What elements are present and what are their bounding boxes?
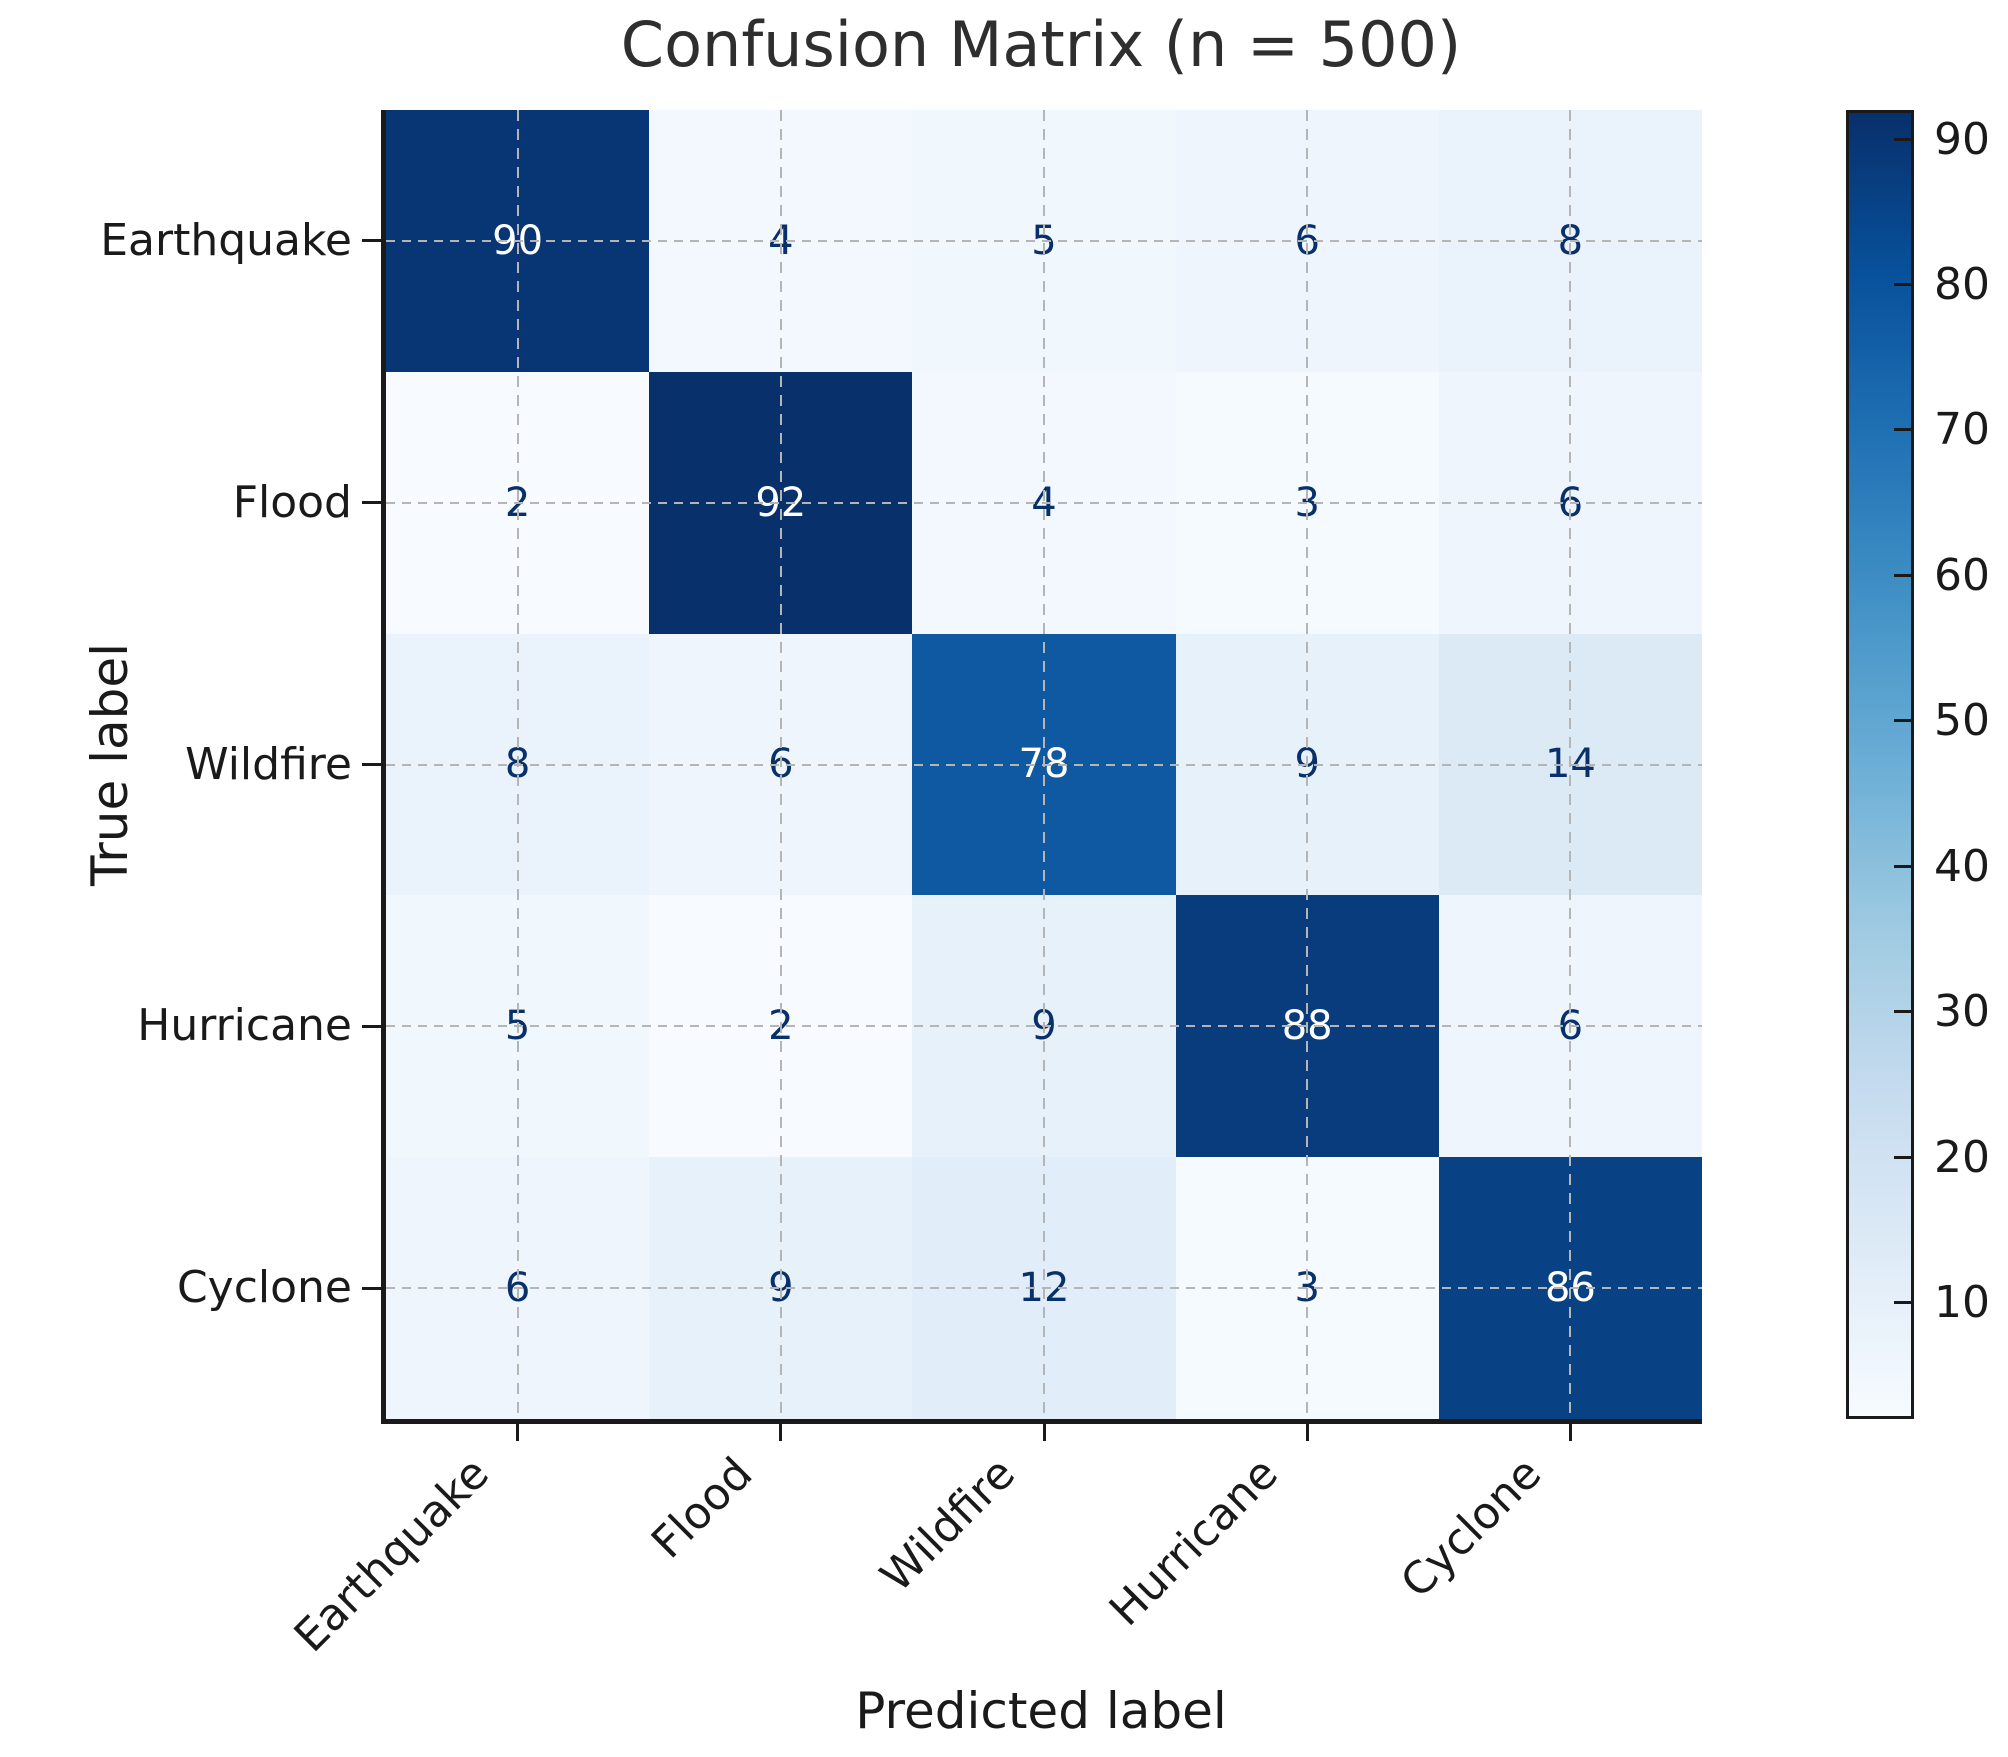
- cell-value: 86: [1544, 1265, 1596, 1312]
- y-axis-tick: [362, 1024, 381, 1028]
- colorbar-tick: [1894, 1301, 1912, 1305]
- colorbar-tick-label: 20: [1934, 1131, 1990, 1183]
- cell-value: 2: [504, 479, 531, 526]
- cell-value: 9: [1031, 1003, 1057, 1050]
- colorbar-tick-label: 50: [1934, 695, 1990, 747]
- cell-value: 78: [1018, 741, 1070, 788]
- heatmap-cell: 2: [386, 371, 650, 634]
- cell-value: 4: [768, 217, 794, 264]
- y-tick-label: Wildfire: [185, 738, 352, 790]
- heatmap-cell: 90: [386, 110, 650, 372]
- colorbar-tick-label: 70: [1934, 404, 1990, 456]
- colorbar-tick-label: 80: [1934, 259, 1990, 311]
- x-axis-tick: [1042, 1424, 1046, 1441]
- colorbar-tick: [1894, 137, 1912, 141]
- colorbar-tick: [1894, 573, 1912, 577]
- y-axis-spine: [381, 110, 386, 1424]
- cell-value: 12: [1018, 1265, 1070, 1312]
- heatmap-cell: 88: [1175, 895, 1439, 1158]
- cell-value: 4: [1031, 479, 1057, 526]
- heatmap-plot-area: 90 4 5 6 8 2 92 4 3 6 8 6 78 9 14 5 2 9 88 6 6 9 12 3 86: [386, 110, 1702, 1419]
- y-tick-label: Flood: [232, 476, 352, 528]
- y-tick-label: Hurricane: [137, 1000, 352, 1052]
- heatmap-cell: 6: [1438, 895, 1702, 1158]
- y-axis-tick: [362, 1286, 381, 1290]
- colorbar-tick: [1894, 283, 1912, 287]
- heatmap-cell: 78: [912, 633, 1176, 896]
- x-axis-tick: [779, 1424, 783, 1441]
- cell-value: 6: [768, 741, 794, 788]
- heatmap-cell: 14: [1438, 633, 1702, 896]
- y-tick-label: Cyclone: [176, 1262, 352, 1314]
- cell-value: 9: [768, 1265, 794, 1312]
- colorbar-tick-label: 90: [1934, 113, 1990, 165]
- cell-value: 8: [1557, 217, 1584, 264]
- cell-value: 2: [768, 1003, 794, 1050]
- heatmap-cell: 5: [912, 110, 1176, 372]
- colorbar-tick-label: 60: [1934, 549, 1990, 601]
- heatmap-cell: 6: [649, 633, 913, 896]
- cell-value: 14: [1544, 741, 1596, 788]
- cell-value: 3: [1294, 479, 1320, 526]
- colorbar-tick-label: 10: [1934, 1277, 1990, 1329]
- cell-value: 9: [1294, 741, 1320, 788]
- colorbar-tick-label: 30: [1934, 986, 1990, 1038]
- x-tick-label: Wildfire: [871, 1448, 1026, 1603]
- colorbar-tick: [1894, 1010, 1912, 1014]
- heatmap-cell: 6: [1438, 371, 1702, 634]
- x-axis-tick: [1305, 1424, 1309, 1441]
- x-tick-label: Cyclone: [1391, 1448, 1552, 1608]
- cell-value: 6: [1294, 217, 1320, 264]
- heatmap-cell: 92: [649, 371, 913, 634]
- cell-value: 90: [492, 217, 544, 264]
- cell-value: 92: [755, 479, 807, 526]
- heatmap-cell: 2: [649, 895, 913, 1158]
- heatmap-cell: 5: [386, 895, 650, 1158]
- heatmap-cell: 6: [1175, 110, 1439, 372]
- cell-value: 6: [1557, 479, 1584, 526]
- x-axis-tick: [516, 1424, 520, 1441]
- colorbar-tick: [1894, 719, 1912, 723]
- heatmap-cell: 9: [649, 1157, 913, 1419]
- heatmap-cell: 12: [912, 1157, 1176, 1419]
- y-axis-tick: [362, 501, 381, 505]
- colorbar-tick: [1894, 864, 1912, 868]
- cell-value: 5: [504, 1003, 531, 1050]
- cell-value: 3: [1294, 1265, 1320, 1312]
- colorbar-tick: [1894, 428, 1912, 432]
- cell-value: 6: [1557, 1003, 1584, 1050]
- heatmap-cell: 9: [912, 895, 1176, 1158]
- heatmap-cell: 8: [386, 633, 650, 896]
- x-axis-tick: [1568, 1424, 1572, 1441]
- x-tick-label: Earthquake: [284, 1448, 499, 1663]
- cell-value: 5: [1031, 217, 1057, 264]
- heatmap-cell: 86: [1438, 1157, 1702, 1419]
- y-axis-tick: [362, 763, 381, 766]
- colorbar-tick: [1894, 1155, 1912, 1159]
- colorbar-tick-label: 40: [1934, 840, 1990, 892]
- x-tick-label: Flood: [641, 1448, 762, 1569]
- heatmap-cell: 3: [1175, 1157, 1439, 1419]
- y-tick-label: Earthquake: [100, 214, 352, 266]
- heatmap-cell: 3: [1175, 371, 1439, 634]
- cell-value: 88: [1281, 1003, 1333, 1050]
- x-tick-label: Hurricane: [1100, 1448, 1289, 1636]
- heatmap-cell: 9: [1175, 633, 1439, 896]
- heatmap-cell: 4: [912, 371, 1176, 634]
- heatmap-cell: 8: [1438, 110, 1702, 372]
- colorbar: [1846, 110, 1914, 1419]
- x-axis-spine: [381, 1419, 1702, 1424]
- chart-title: Confusion Matrix (n = 500): [620, 8, 1462, 81]
- heatmap-cell: 4: [649, 110, 913, 372]
- cell-value: 6: [504, 1265, 531, 1312]
- cell-value: 8: [504, 741, 531, 788]
- x-axis-title: Predicted label: [855, 1682, 1227, 1740]
- y-axis-tick: [362, 239, 381, 243]
- heatmap-cell: 6: [386, 1157, 650, 1419]
